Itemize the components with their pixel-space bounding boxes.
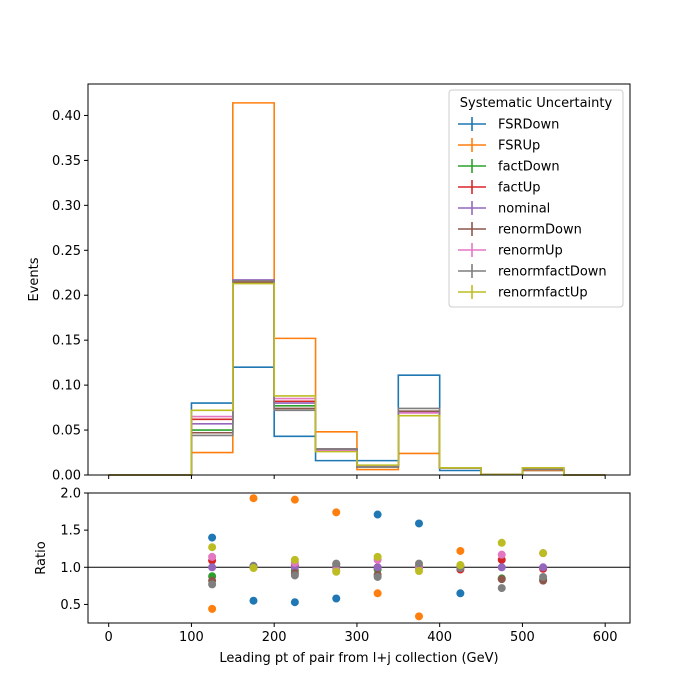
x-axis-label: Leading pt of pair from l+j collection (… bbox=[219, 651, 498, 666]
ratio-panel: 0.5 1.0 1.5 2.0 0 100 200 300 400 500 600 Ratio bbox=[34, 487, 631, 645]
legend-box bbox=[448, 89, 624, 308]
ratio-point-renormfactup bbox=[249, 564, 258, 573]
ratio-point-renormdown bbox=[497, 575, 506, 584]
ratio-point-renormfactup bbox=[290, 555, 299, 564]
ratio-point-renormfactup bbox=[414, 567, 423, 575]
legend-label: factUp bbox=[498, 181, 541, 196]
top-panel: 0.00 0.05 0.10 0.15 0.20 0.25 0.30 0.35 0.40 Eve… bbox=[27, 83, 631, 484]
top-y-tick-label: 0.40 bbox=[52, 109, 81, 124]
ratio-point-renormfactdown bbox=[373, 572, 382, 581]
ratio-y-axis-ticks: 0.5 1.0 1.5 2.0 bbox=[60, 487, 88, 613]
ratio-point-nominal bbox=[373, 563, 382, 572]
legend-items: FSRDown FSRUp factDown factUp nominal renormD… bbox=[458, 117, 607, 301]
ratio-point-fsrup bbox=[332, 508, 341, 517]
histogram-step-renormfactup bbox=[108, 282, 606, 476]
x-tick-label: 600 bbox=[593, 630, 618, 645]
legend-item-nominal: nominal bbox=[458, 201, 550, 217]
legend-title: Systematic Uncertainty bbox=[460, 96, 613, 111]
x-tick-label: 400 bbox=[427, 630, 452, 645]
ratio-point-nominal bbox=[539, 563, 548, 572]
top-y-tick-label: 0.35 bbox=[52, 154, 81, 169]
ratio-point-renormup bbox=[208, 552, 217, 561]
ratio-y-tick-label: 0.5 bbox=[60, 598, 81, 613]
legend-item-renormfactdown: renormfactDown bbox=[458, 264, 607, 280]
top-y-tick-label: 0.25 bbox=[52, 244, 81, 259]
legend-label: renormDown bbox=[498, 223, 582, 238]
ratio-x-axis-ticks: 0 100 200 300 400 500 600 bbox=[105, 623, 618, 645]
ratio-point-renormfactup bbox=[456, 561, 465, 570]
top-y-tick-label: 0.30 bbox=[52, 199, 81, 214]
legend-item-renormup: renormUp bbox=[458, 243, 563, 259]
ratio-point-fsrdown bbox=[373, 510, 382, 519]
legend-item-factup: factUp bbox=[458, 180, 541, 196]
x-tick-label: 200 bbox=[262, 630, 287, 645]
x-tick-label: 500 bbox=[510, 630, 535, 645]
legend-label: renormfactUp bbox=[498, 286, 588, 301]
ratio-y-axis-label: Ratio bbox=[34, 541, 49, 574]
legend-label: renormfactDown bbox=[498, 265, 607, 280]
top-y-tick-label: 0.00 bbox=[52, 469, 81, 484]
legend-item-factdown: factDown bbox=[458, 159, 560, 175]
ratio-y-tick-label: 1.5 bbox=[60, 524, 81, 539]
ratio-point-fsrdown bbox=[332, 594, 341, 603]
ratio-point-fsrdown bbox=[290, 598, 299, 607]
ratio-point-renormfactup bbox=[373, 552, 382, 561]
top-y-tick-label: 0.05 bbox=[52, 424, 81, 439]
legend-item-fsrdown: FSRDown bbox=[458, 117, 559, 133]
ratio-point-fsrup bbox=[373, 589, 382, 598]
legend-label: factDown bbox=[498, 160, 560, 175]
ratio-points bbox=[208, 494, 548, 621]
ratio-point-renormfactdown bbox=[539, 572, 548, 581]
ratio-point-fsrup bbox=[414, 612, 423, 621]
top-x-axis-ticks bbox=[108, 475, 606, 479]
legend-item-renormfactup: renormfactUp bbox=[458, 285, 588, 301]
legend: Systematic Uncertainty FSRDown FSRUp factD… bbox=[448, 89, 624, 308]
legend-label: FSRUp bbox=[498, 139, 540, 154]
ratio-point-renormup bbox=[497, 550, 506, 559]
ratio-point-fsrdown bbox=[456, 589, 465, 598]
top-y-tick-label: 0.10 bbox=[52, 379, 81, 394]
ratio-panel-frame bbox=[87, 492, 631, 624]
ratio-point-renormfactdown bbox=[208, 580, 217, 589]
legend-label: FSRDown bbox=[498, 118, 559, 133]
ratio-point-fsrdown bbox=[414, 519, 423, 528]
top-panel-frame bbox=[87, 83, 631, 476]
ratio-point-fsrdown bbox=[249, 596, 258, 605]
ratio-point-fsrup bbox=[208, 604, 217, 613]
ratio-point-fsrup bbox=[249, 494, 258, 503]
legend-label: renormUp bbox=[498, 244, 563, 259]
ratio-point-renormfactdown bbox=[332, 559, 341, 568]
ratio-point-renormfactup bbox=[208, 543, 217, 552]
ratio-point-nominal bbox=[208, 563, 217, 572]
ratio-point-fsrdown bbox=[208, 533, 217, 542]
x-tick-label: 100 bbox=[179, 630, 204, 645]
top-y-tick-label: 0.20 bbox=[52, 289, 81, 304]
top-y-tick-label: 0.15 bbox=[52, 334, 81, 349]
ratio-point-renormfactdown bbox=[290, 571, 299, 580]
ratio-point-renormfactdown bbox=[497, 584, 506, 593]
x-tick-label: 300 bbox=[345, 630, 370, 645]
ratio-y-tick-label: 2.0 bbox=[60, 487, 81, 502]
ratio-point-fsrup bbox=[456, 546, 465, 555]
ratio-y-tick-label: 1.0 bbox=[60, 561, 81, 576]
ratio-point-fsrup bbox=[290, 495, 299, 504]
ratio-point-renormfactup bbox=[539, 549, 548, 558]
legend-label: nominal bbox=[498, 202, 550, 217]
legend-item-fsrup: FSRUp bbox=[458, 138, 540, 154]
ratio-point-renormfactup bbox=[332, 567, 341, 576]
top-y-axis-ticks: 0.00 0.05 0.10 0.15 0.20 0.25 0.30 0.35 0.40 bbox=[52, 109, 88, 484]
ratio-point-nominal bbox=[497, 563, 506, 572]
x-tick-label: 0 bbox=[105, 630, 113, 645]
top-y-axis-label: Events bbox=[27, 257, 42, 301]
ratio-point-renormfactdown bbox=[414, 559, 423, 568]
legend-item-renormdown: renormDown bbox=[458, 222, 582, 238]
top-histogram-marks bbox=[108, 102, 606, 476]
ratio-point-renormfactup bbox=[497, 538, 506, 547]
